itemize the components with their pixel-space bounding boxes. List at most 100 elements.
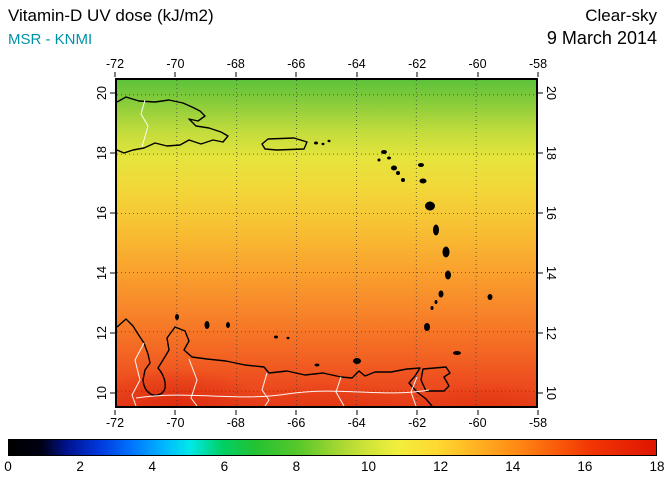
tick-label: 16 — [544, 206, 558, 220]
island — [377, 158, 381, 162]
tick-label: -62 — [408, 57, 427, 71]
tick-mark — [110, 92, 115, 94]
island — [445, 270, 451, 280]
island — [487, 294, 493, 300]
tick-mark — [114, 410, 116, 415]
island — [438, 290, 444, 298]
tick-label: -70 — [166, 416, 185, 430]
island — [442, 246, 450, 258]
tick-label: -66 — [287, 416, 306, 430]
colorbar-ticks: 0 2 4 6 8 10 12 14 16 18 — [4, 456, 664, 476]
border-venezuela-internal — [188, 358, 198, 406]
tick-mark — [477, 410, 479, 415]
tick-mark — [295, 410, 297, 415]
tick-mark — [538, 272, 543, 274]
colorbar-tick-label: 0 — [4, 459, 12, 474]
tick-label: 16 — [95, 206, 109, 220]
tick-mark — [110, 272, 115, 274]
island — [453, 351, 461, 355]
tick-label: -72 — [105, 57, 125, 71]
island — [418, 163, 424, 167]
colorbar-tick-label: 18 — [649, 459, 665, 474]
island — [434, 300, 438, 304]
map-overlay — [117, 80, 536, 406]
island — [175, 314, 179, 320]
grid-lines — [117, 80, 536, 406]
tick-mark — [110, 212, 115, 214]
colorbar-tick-label: 4 — [148, 459, 156, 474]
coastline-puerto-rico — [261, 137, 308, 151]
island — [286, 336, 290, 340]
island — [424, 323, 430, 331]
island — [419, 178, 427, 184]
island — [321, 142, 325, 146]
island — [314, 363, 320, 367]
tick-mark — [110, 332, 115, 334]
x-axis-top: -72 -70 -68 -66 -64 -62 -60 -58 — [106, 57, 547, 77]
tick-mark — [538, 92, 543, 94]
island — [381, 150, 387, 154]
tick-label: -72 — [105, 416, 125, 430]
tick-label: 10 — [95, 386, 109, 400]
tick-label: 14 — [95, 266, 109, 280]
tick-mark — [537, 72, 539, 77]
colorbar: 0 2 4 6 8 10 12 14 16 18 — [4, 439, 665, 476]
border-colombia-venezuela — [131, 342, 145, 406]
tick-mark — [174, 72, 176, 77]
island — [396, 171, 400, 175]
islands — [175, 139, 493, 367]
tick-mark — [416, 72, 418, 77]
island — [314, 141, 318, 145]
river-orinoco — [135, 389, 430, 399]
colorbar-gradient — [8, 439, 657, 456]
tick-label: -64 — [347, 57, 366, 71]
tick-label: -62 — [408, 416, 427, 430]
y-axis-right: 20 18 16 14 12 10 — [538, 78, 564, 408]
tick-label: 18 — [95, 146, 109, 160]
island — [391, 165, 397, 171]
tick-mark — [235, 72, 237, 77]
tick-mark — [174, 410, 176, 415]
tick-mark — [538, 332, 543, 334]
tick-mark — [416, 410, 418, 415]
coastline-venezuela — [117, 318, 433, 406]
tick-label: -60 — [468, 57, 487, 71]
tick-label: 20 — [95, 86, 109, 100]
tick-label: -68 — [226, 57, 245, 71]
tick-mark — [538, 152, 543, 154]
tick-mark — [295, 72, 297, 77]
product-label: MSR - KNMI — [8, 31, 93, 48]
tick-mark — [356, 72, 358, 77]
x-axis-bottom: -72 -70 -68 -66 -64 -62 -60 -58 — [106, 410, 547, 430]
coastline-trinidad — [420, 366, 451, 392]
border-venezuela-internal — [335, 376, 345, 406]
colorbar-tick-label: 6 — [220, 459, 229, 474]
island — [430, 306, 434, 310]
tick-label: -58 — [528, 57, 548, 71]
island — [401, 178, 405, 182]
border-venezuela-internal — [261, 372, 270, 406]
sky-condition-label: Clear-sky — [585, 6, 657, 25]
colorbar-tick-label: 2 — [76, 459, 84, 474]
coastlines — [117, 96, 451, 406]
tick-label: 14 — [544, 266, 558, 280]
colorbar-tick-label: 14 — [505, 459, 521, 474]
tick-mark — [538, 392, 543, 394]
page-title: Vitamin-D UV dose (kJ/m2) — [8, 6, 214, 25]
tick-label: 12 — [95, 326, 109, 340]
tick-label: 10 — [544, 386, 558, 400]
island — [353, 358, 361, 364]
tick-mark — [235, 410, 237, 415]
island — [274, 335, 278, 339]
tick-label: -68 — [226, 416, 245, 430]
tick-mark — [538, 212, 543, 214]
tick-label: 12 — [544, 326, 558, 340]
tick-mark — [356, 410, 358, 415]
island — [226, 322, 230, 328]
map-plot-frame — [115, 78, 538, 408]
coastline-hispaniola — [117, 96, 229, 154]
island — [433, 224, 439, 236]
tick-label: -66 — [287, 57, 306, 71]
island — [204, 321, 210, 329]
